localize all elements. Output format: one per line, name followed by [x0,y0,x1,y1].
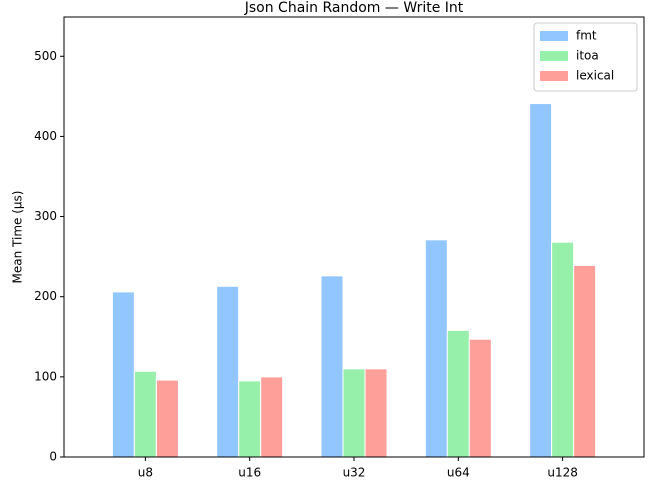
legend-swatch [540,31,568,41]
bar [529,103,553,458]
x-tick-label: u32 [343,466,366,480]
y-tick-label: 100 [34,369,57,383]
legend-swatch [540,71,568,81]
chart-title: Json Chain Random — Write Int [244,0,464,16]
bar [364,368,388,458]
bar [424,239,448,458]
y-axis-label: Mean Time (µs) [11,191,25,284]
x-tick-label: u128 [547,466,578,480]
bar [238,380,262,458]
y-tick-label: 400 [34,129,57,143]
legend-label: itoa [576,49,599,63]
bar [573,264,597,458]
x-tick-label: u64 [447,466,470,480]
bar [133,370,157,458]
bar [551,241,575,458]
y-tick-label: 200 [34,289,57,303]
legend-label: fmt [576,29,597,43]
x-tick-label: u8 [138,466,153,480]
bar [216,285,240,458]
bar [342,368,366,458]
bar [468,338,492,458]
y-tick-label: 300 [34,209,57,223]
bar [320,275,344,458]
y-tick-label: 500 [34,49,57,63]
legend-label: lexical [576,69,614,83]
bar [155,379,179,458]
bar [111,291,135,458]
legend: fmt itoa lexical [533,22,638,92]
bar [446,329,470,458]
y-tick-label: 0 [49,450,57,464]
x-tick-label: u16 [238,466,261,480]
legend-swatch [540,51,568,61]
bar [260,376,284,458]
